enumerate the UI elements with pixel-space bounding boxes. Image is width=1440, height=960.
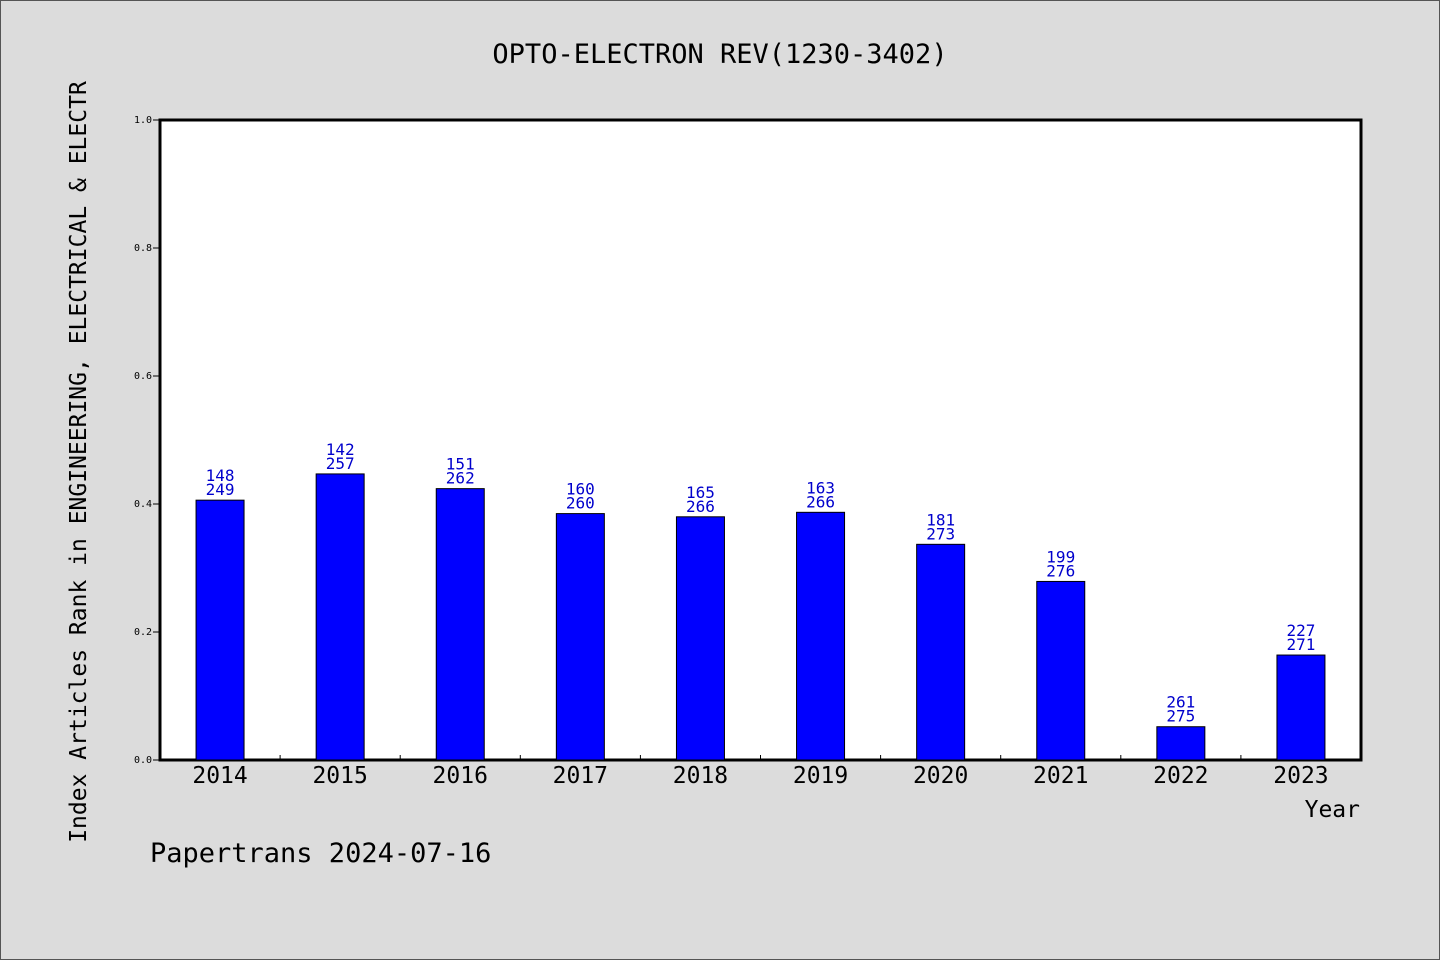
bar-total-label: 275 xyxy=(1166,707,1195,726)
bar-2017 xyxy=(555,513,605,761)
y-tick-label: 0.8 xyxy=(134,243,152,254)
bar-total-label: 266 xyxy=(806,492,835,511)
x-tick-label: 2018 xyxy=(673,763,728,789)
x-tick-label: 2017 xyxy=(553,763,608,789)
bar-rank-label: 151 xyxy=(446,455,475,474)
bar-total-label: 273 xyxy=(926,524,955,543)
x-tick-label: 2015 xyxy=(312,763,367,789)
x-tick-label: 2019 xyxy=(793,763,848,789)
bar-2015 xyxy=(315,473,365,761)
y-tick-label: 0.4 xyxy=(134,499,152,510)
bar-total-label: 249 xyxy=(206,480,235,499)
footer-credit: Papertrans 2024-07-16 xyxy=(150,838,491,869)
bar-rank-label: 227 xyxy=(1286,621,1315,640)
x-axis-label: Year xyxy=(1305,797,1360,823)
chart-title: OPTO-ELECTRON REV(1230-3402) xyxy=(492,39,947,70)
bar-2016 xyxy=(435,488,485,761)
x-tick-label: 2020 xyxy=(913,763,968,789)
bar-total-label: 262 xyxy=(446,469,475,488)
x-tick-label: 2022 xyxy=(1153,763,1208,789)
y-tick-label: 0.2 xyxy=(134,627,152,638)
x-tick-label: 2016 xyxy=(433,763,488,789)
bar-2018 xyxy=(675,516,725,761)
bar-2019 xyxy=(796,511,846,761)
bar-2022 xyxy=(1156,726,1206,761)
x-tick-label: 2023 xyxy=(1273,763,1328,789)
y-tick-label: 1.0 xyxy=(134,115,152,126)
bar-total-label: 266 xyxy=(686,497,715,516)
bar-rank-label: 148 xyxy=(206,466,235,485)
bar-total-label: 271 xyxy=(1286,635,1315,654)
bar-total-label: 257 xyxy=(326,454,355,473)
bar-rank-label: 142 xyxy=(326,440,355,459)
bar-total-label: 260 xyxy=(566,494,595,513)
y-tick-label: 0.0 xyxy=(134,755,152,766)
y-axis-label: Index Articles Rank in ENGINEERING, ELEC… xyxy=(66,81,92,843)
bar-2020 xyxy=(916,543,966,761)
bar-rank-label: 165 xyxy=(686,483,715,502)
bar-rank-label: 163 xyxy=(806,478,835,497)
x-tick-label: 2014 xyxy=(192,763,247,789)
bar-rank-label: 199 xyxy=(1046,547,1075,566)
bar-rank-label: 261 xyxy=(1166,693,1195,712)
bar-total-label: 276 xyxy=(1046,561,1075,580)
bar-rank-label: 160 xyxy=(566,480,595,499)
y-axis: 0.0 0.2 0.4 0.6 0.8 1.0 xyxy=(134,115,160,766)
bar-2023 xyxy=(1276,654,1326,761)
bar-rank-label: 181 xyxy=(926,510,955,529)
bar-2014 xyxy=(195,499,245,761)
x-tick-label: 2021 xyxy=(1033,763,1088,789)
y-tick-label: 0.6 xyxy=(134,371,152,382)
x-axis: 2014 2015 2016 2017 2018 2019 2020 2021 2022 2023 xyxy=(192,755,1329,789)
bar-2021 xyxy=(1036,580,1086,761)
